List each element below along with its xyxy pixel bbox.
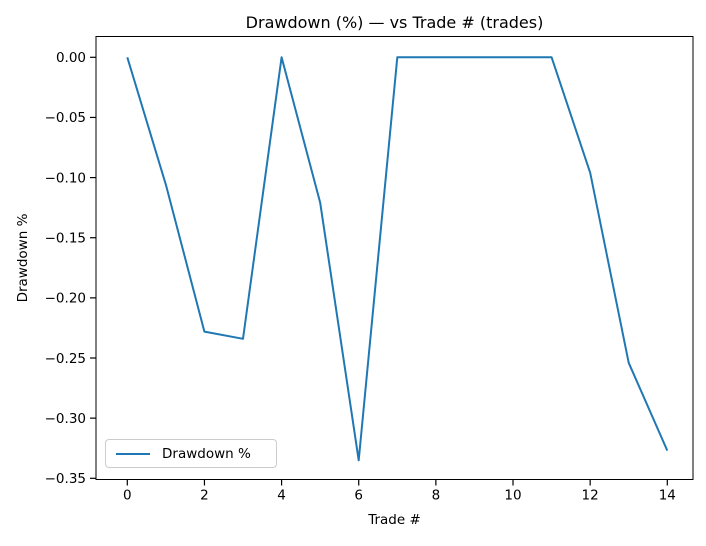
- y-tick-label: −0.15: [45, 231, 86, 247]
- y-tick-label: 0.00: [56, 50, 86, 66]
- x-tick-label: 4: [277, 488, 286, 504]
- x-tick-label: 14: [659, 488, 676, 504]
- legend: Drawdown %: [105, 439, 277, 468]
- y-tick-label: −0.05: [45, 110, 86, 126]
- x-tick-label: 0: [123, 488, 132, 504]
- x-tick-label: 6: [354, 488, 363, 504]
- plot-border: [95, 36, 694, 480]
- y-tick-label: −0.35: [45, 471, 86, 487]
- x-tick-label: 2: [200, 488, 209, 504]
- x-tick-label: 10: [504, 488, 521, 504]
- y-tick-label: −0.25: [45, 351, 86, 367]
- x-axis-label: Trade #: [368, 512, 421, 528]
- y-tick-label: −0.30: [45, 411, 86, 427]
- y-axis-label: Drawdown %: [15, 213, 31, 303]
- x-tick-label: 12: [582, 488, 599, 504]
- drawdown-line: [126, 56, 669, 462]
- y-tick-label: −0.20: [45, 291, 86, 307]
- legend-line-swatch-icon: [116, 452, 150, 455]
- x-tick-label: 8: [432, 488, 441, 504]
- chart-title: Drawdown (%) — vs Trade # (trades): [245, 13, 544, 32]
- y-tick-label: −0.10: [45, 170, 86, 186]
- legend-label: Drawdown %: [162, 445, 251, 462]
